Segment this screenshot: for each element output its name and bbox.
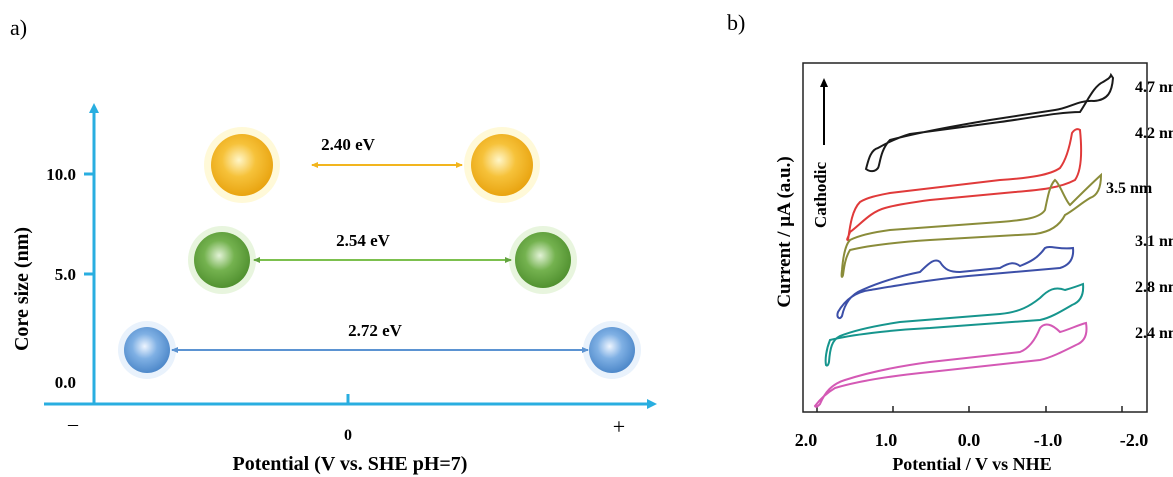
panel-b-x-tick-label: -2.0 bbox=[1120, 430, 1149, 450]
series-label-4.7nm: 4.7 nm bbox=[1135, 79, 1173, 96]
y-tick-label-10: 10.0 bbox=[46, 165, 76, 184]
nanoparticle-blue-left-core bbox=[124, 327, 170, 373]
cv-curve-3.1nm bbox=[836, 246, 1075, 320]
nanoparticle-blue-right-core bbox=[589, 327, 635, 373]
row-blue: 2.72 eV bbox=[118, 321, 641, 379]
gap-label-blue: 2.72 eV bbox=[348, 321, 403, 340]
cv-curve-2.8nm bbox=[824, 282, 1085, 367]
panel-b-y-axis-label: Current / μA (a.u.) bbox=[774, 156, 795, 307]
panel-b-x-tick-label: 0.0 bbox=[958, 430, 981, 450]
panel-b-x-axis-label: Potential / V vs NHE bbox=[892, 454, 1051, 474]
cv-curve-4.7nm bbox=[864, 72, 1115, 173]
nanoparticle-yellow-left-core bbox=[211, 134, 273, 196]
nanoparticle-yellow-right-core bbox=[471, 134, 533, 196]
panel-a-x-axis-label: Potential (V vs. SHE pH=7) bbox=[233, 453, 468, 475]
panel-b-frame bbox=[802, 62, 1148, 413]
gap-label-yellow: 2.40 eV bbox=[321, 135, 376, 154]
panel-b-label: b) bbox=[727, 10, 745, 35]
y-tick-label-5: 5.0 bbox=[55, 265, 76, 284]
nanoparticle-green-right-core bbox=[515, 232, 571, 288]
series-label-3.1nm: 3.1 nm bbox=[1135, 233, 1173, 250]
cathodic-label: Cathodic bbox=[811, 161, 830, 228]
series-label-2.8nm: 2.8 nm bbox=[1135, 279, 1173, 296]
panel-a-label: a) bbox=[10, 15, 27, 40]
panel-b-x-tick-label: -1.0 bbox=[1034, 430, 1063, 450]
cv-curve-4.2nm bbox=[846, 128, 1083, 242]
panel-a-y-axis-label: Core size (nm) bbox=[11, 227, 33, 351]
cv-curves bbox=[813, 72, 1115, 408]
series-label-3.5nm: 3.5 nm bbox=[1106, 180, 1153, 197]
x-tick-label-plus: + bbox=[613, 414, 625, 439]
x-tick-label-minus: – bbox=[67, 413, 79, 435]
x-tick-label-zero: 0 bbox=[344, 427, 352, 444]
panel-b-x-tick-label: 1.0 bbox=[875, 430, 898, 450]
row-green: 2.54 eV bbox=[188, 226, 577, 294]
series-label-4.2nm: 4.2 nm bbox=[1135, 125, 1173, 142]
cv-curve-2.4nm bbox=[813, 321, 1088, 408]
panel-a-axes bbox=[44, 103, 657, 409]
series-label-2.4nm: 2.4 nm bbox=[1135, 325, 1173, 342]
panel-b-x-ticks bbox=[816, 406, 1123, 412]
cv-curve-3.5nm bbox=[840, 172, 1103, 278]
panel-b-x-tick-label: 2.0 bbox=[795, 430, 818, 450]
nanoparticle-green-left-core bbox=[194, 232, 250, 288]
y-tick-label-0: 0.0 bbox=[55, 373, 76, 392]
row-yellow: 2.40 eV bbox=[204, 127, 540, 203]
gap-label-green: 2.54 eV bbox=[336, 231, 391, 250]
